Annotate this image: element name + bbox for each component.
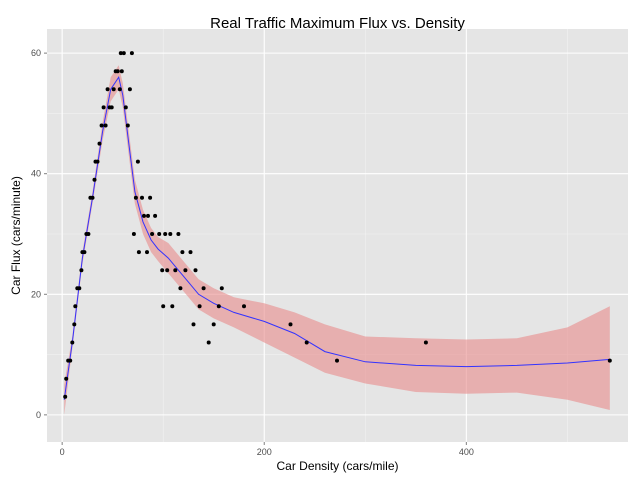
data-point-65 — [206, 340, 211, 345]
data-point-70 — [288, 322, 293, 327]
data-point-74 — [607, 358, 612, 363]
data-point-45 — [148, 195, 153, 200]
data-point-26 — [111, 87, 116, 92]
x-axis-label: Car Density (cars/mile) — [276, 459, 398, 473]
data-point-35 — [127, 87, 132, 92]
data-point-18 — [95, 159, 100, 164]
data-point-61 — [191, 322, 196, 327]
data-point-25 — [109, 105, 114, 110]
x-tick-label-2: 400 — [459, 447, 474, 457]
data-point-6 — [73, 304, 78, 309]
data-point-51 — [163, 232, 168, 236]
chart-title: Real Traffic Maximum Flux vs. Density — [210, 15, 465, 32]
confidence-band-layer — [64, 65, 610, 415]
axis-ticks: 0 200 400 0 20 40 60 — [31, 48, 474, 457]
data-point-28 — [115, 69, 120, 74]
smooth-line-layer — [63, 75, 610, 400]
data-point-60 — [188, 250, 193, 255]
data-point-32 — [121, 51, 126, 56]
data-point-54 — [170, 304, 175, 309]
data-points — [63, 51, 612, 399]
x-tick-label-1: 200 — [257, 447, 272, 457]
data-point-49 — [160, 268, 165, 273]
data-point-42 — [142, 213, 146, 218]
data-point-21 — [101, 105, 106, 110]
data-point-20 — [99, 123, 104, 128]
data-point-5 — [72, 322, 77, 327]
data-point-3 — [68, 358, 73, 363]
data-point-71 — [304, 340, 309, 345]
data-point-56 — [176, 232, 181, 236]
data-point-9 — [79, 268, 84, 273]
data-point-13 — [86, 232, 91, 236]
data-point-41 — [140, 195, 144, 200]
data-point-15 — [90, 195, 95, 200]
data-point-0 — [63, 394, 68, 399]
data-point-39 — [135, 159, 140, 164]
data-point-59 — [183, 268, 188, 273]
data-point-34 — [125, 123, 130, 128]
data-point-46 — [150, 232, 155, 236]
data-point-30 — [118, 51, 123, 56]
data-point-73 — [423, 340, 428, 345]
y-tick-label-1: 20 — [31, 289, 41, 299]
data-point-68 — [219, 286, 224, 291]
data-point-11 — [82, 250, 87, 255]
data-point-31 — [119, 69, 124, 74]
data-point-4 — [70, 340, 75, 345]
data-point-16 — [92, 177, 97, 182]
data-point-50 — [161, 304, 166, 309]
data-point-1 — [64, 376, 69, 381]
data-point-44 — [146, 213, 150, 218]
data-point-52 — [165, 268, 170, 273]
data-point-19 — [97, 141, 102, 146]
data-point-43 — [145, 250, 149, 255]
data-point-64 — [201, 286, 206, 291]
data-point-8 — [77, 286, 82, 291]
data-point-38 — [133, 195, 138, 200]
y-axis-label: Car Flux (cars/minute) — [9, 176, 23, 295]
y-tick-label-0: 0 — [36, 410, 41, 420]
data-point-58 — [180, 250, 185, 255]
y-tick-label-2: 40 — [31, 169, 41, 179]
data-point-36 — [129, 51, 134, 56]
data-point-66 — [211, 322, 216, 327]
x-tick-label-0: 0 — [60, 447, 65, 457]
data-point-57 — [178, 286, 183, 291]
data-point-23 — [105, 87, 110, 92]
data-point-72 — [335, 358, 339, 363]
data-point-29 — [117, 87, 122, 92]
data-point-40 — [136, 250, 141, 255]
data-point-22 — [103, 123, 108, 128]
data-point-47 — [153, 213, 158, 218]
data-point-53 — [168, 232, 173, 236]
smooth-line — [63, 75, 610, 400]
data-point-48 — [157, 232, 162, 236]
data-point-33 — [123, 105, 128, 110]
confidence-band — [64, 65, 610, 415]
y-tick-label-3: 60 — [31, 48, 41, 58]
data-point-55 — [173, 268, 178, 273]
data-point-69 — [242, 304, 246, 309]
data-point-62 — [193, 268, 198, 273]
data-point-67 — [216, 304, 221, 309]
data-point-63 — [197, 304, 202, 309]
data-point-37 — [131, 232, 136, 236]
